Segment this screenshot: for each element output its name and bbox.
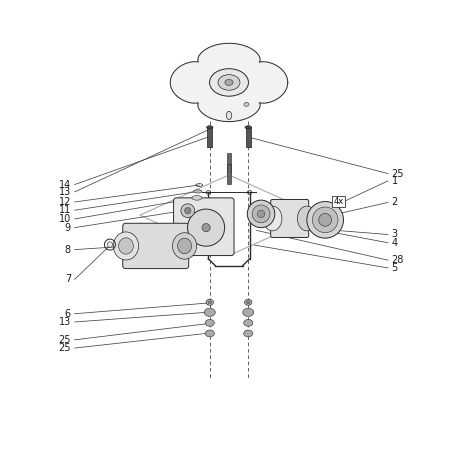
Bar bbox=[246, 127, 251, 147]
Text: 2: 2 bbox=[392, 197, 398, 207]
Ellipse shape bbox=[207, 126, 213, 129]
Text: 4x: 4x bbox=[333, 197, 344, 206]
Text: 13: 13 bbox=[59, 317, 71, 327]
Bar bbox=[227, 153, 231, 173]
Ellipse shape bbox=[194, 190, 202, 193]
Text: 25: 25 bbox=[59, 343, 71, 353]
Polygon shape bbox=[170, 44, 288, 121]
Ellipse shape bbox=[226, 111, 232, 120]
Text: 9: 9 bbox=[65, 223, 71, 233]
Ellipse shape bbox=[263, 206, 282, 231]
Text: 10: 10 bbox=[59, 214, 71, 224]
Ellipse shape bbox=[185, 207, 191, 214]
Ellipse shape bbox=[297, 206, 316, 231]
Ellipse shape bbox=[244, 320, 253, 327]
Ellipse shape bbox=[247, 200, 275, 228]
Ellipse shape bbox=[204, 308, 215, 316]
Text: 3: 3 bbox=[392, 229, 398, 240]
Text: 14: 14 bbox=[59, 180, 71, 190]
Ellipse shape bbox=[252, 205, 270, 223]
Ellipse shape bbox=[202, 224, 210, 232]
Ellipse shape bbox=[245, 126, 251, 129]
Ellipse shape bbox=[187, 209, 224, 246]
Ellipse shape bbox=[244, 103, 249, 106]
Ellipse shape bbox=[218, 75, 240, 90]
Ellipse shape bbox=[206, 300, 213, 305]
Ellipse shape bbox=[257, 210, 265, 218]
Ellipse shape bbox=[246, 301, 250, 304]
Ellipse shape bbox=[244, 330, 253, 337]
Ellipse shape bbox=[119, 238, 133, 254]
FancyBboxPatch shape bbox=[123, 223, 189, 268]
Ellipse shape bbox=[205, 330, 214, 337]
Ellipse shape bbox=[209, 69, 248, 96]
Ellipse shape bbox=[225, 80, 233, 85]
Ellipse shape bbox=[173, 233, 196, 259]
Text: 25: 25 bbox=[392, 169, 404, 179]
Ellipse shape bbox=[208, 301, 212, 304]
FancyBboxPatch shape bbox=[174, 198, 234, 256]
Text: 11: 11 bbox=[59, 205, 71, 215]
Ellipse shape bbox=[113, 232, 139, 260]
FancyBboxPatch shape bbox=[271, 200, 309, 237]
Text: 13: 13 bbox=[59, 187, 71, 197]
Ellipse shape bbox=[107, 242, 113, 247]
Text: 12: 12 bbox=[59, 197, 71, 207]
Ellipse shape bbox=[192, 196, 202, 200]
Text: 6: 6 bbox=[65, 309, 71, 319]
Text: 4: 4 bbox=[392, 238, 398, 248]
Ellipse shape bbox=[319, 213, 332, 226]
Text: 25: 25 bbox=[59, 335, 71, 345]
Ellipse shape bbox=[183, 211, 213, 245]
Ellipse shape bbox=[245, 300, 252, 305]
Ellipse shape bbox=[205, 320, 214, 327]
Bar bbox=[227, 164, 231, 184]
Text: 28: 28 bbox=[392, 255, 404, 265]
Ellipse shape bbox=[178, 238, 191, 254]
Text: 8: 8 bbox=[65, 245, 71, 255]
Text: 1: 1 bbox=[392, 176, 398, 186]
Ellipse shape bbox=[307, 202, 344, 238]
Ellipse shape bbox=[181, 204, 195, 218]
Ellipse shape bbox=[312, 207, 338, 233]
Ellipse shape bbox=[243, 308, 254, 316]
Text: 7: 7 bbox=[65, 274, 71, 284]
Text: 5: 5 bbox=[392, 263, 398, 273]
Bar bbox=[207, 127, 213, 147]
